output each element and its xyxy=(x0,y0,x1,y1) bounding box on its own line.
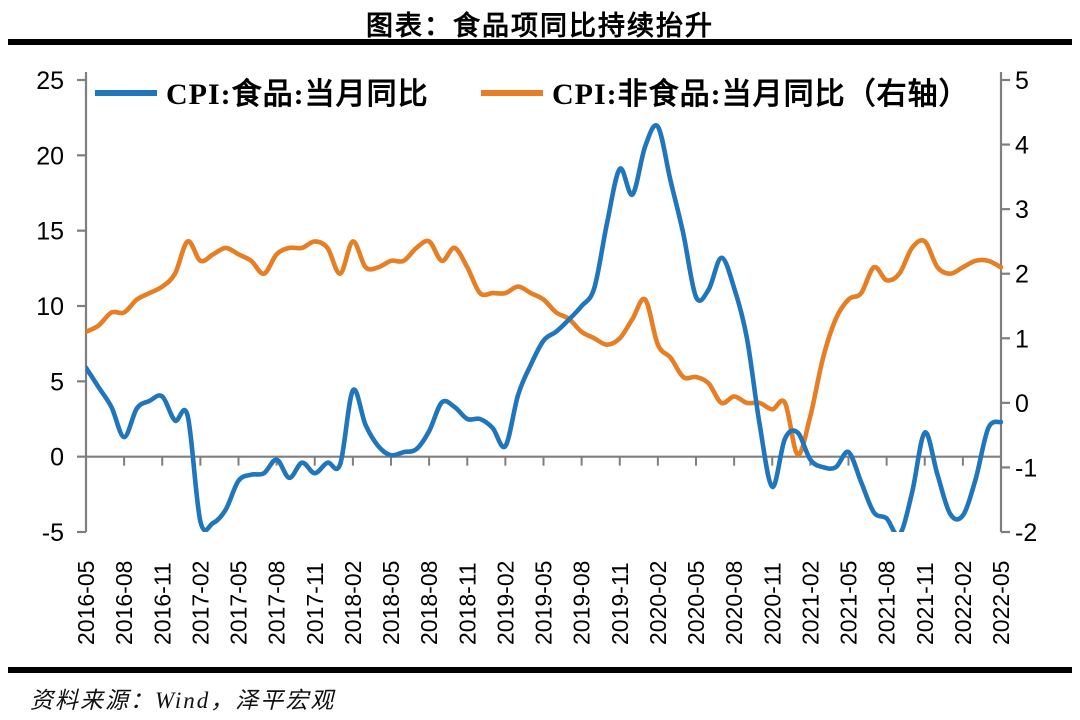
x-axis-tick-label: 2018-05 xyxy=(378,561,404,645)
series-line-cpi-nonfood xyxy=(86,238,1003,457)
x-axis-tick-label: 2019-02 xyxy=(492,561,518,645)
x-axis-tick-label: 2021-08 xyxy=(874,561,900,645)
x-axis-tick-label: 2016-08 xyxy=(111,561,137,645)
x-axis-tick-label: 2020-05 xyxy=(683,561,709,645)
chart-legend: CPI:食品:当月同比 CPI:非食品:当月同比（右轴） xyxy=(95,77,970,111)
x-axis-tick-label: 2021-05 xyxy=(836,561,862,645)
y-axis-left-tick-label: -5 xyxy=(42,519,64,547)
y-axis-right-tick-label: -2 xyxy=(1015,519,1037,547)
x-axis-tick-label: 2018-02 xyxy=(340,561,366,645)
x-axis-tick-label: 2017-02 xyxy=(187,561,213,645)
y-axis-left-tick-label: 25 xyxy=(36,67,64,95)
y-axis-right-tick-label: 1 xyxy=(1015,325,1029,353)
y-axis-right-tick-label: 3 xyxy=(1015,196,1029,224)
y-axis-left-tick-label: 0 xyxy=(50,444,64,472)
x-axis-tick-label: 2017-08 xyxy=(264,561,290,645)
x-axis-tick-label: 2019-11 xyxy=(607,562,633,645)
y-axis-left-tick-label: 20 xyxy=(36,142,64,170)
x-axis-tick-label: 2021-11 xyxy=(912,562,938,645)
y-axis-right-tick-label: -1 xyxy=(1015,454,1037,482)
x-axis-tick-label: 2019-05 xyxy=(531,561,557,645)
y-axis-right-tick-label: 0 xyxy=(1015,390,1029,418)
x-axis-tick-label: 2017-11 xyxy=(302,562,328,645)
x-axis-tick-label: 2016-05 xyxy=(73,561,99,645)
y-axis-right-tick-label: 4 xyxy=(1015,132,1029,160)
x-axis-tick-label: 2016-11 xyxy=(149,562,175,645)
y-axis-left-tick-label: 10 xyxy=(36,293,64,321)
top-divider-rule xyxy=(8,39,1072,45)
bottom-divider-rule xyxy=(8,667,1072,673)
x-axis-tick-label: 2020-08 xyxy=(721,561,747,645)
y-axis-left-tick-label: 5 xyxy=(50,368,64,396)
y-axis-left-tick-label: 15 xyxy=(36,218,64,246)
y-axis-right-tick-label: 5 xyxy=(1015,67,1029,95)
x-axis-tick-label: 2020-02 xyxy=(645,561,671,645)
x-axis-tick-label: 2022-05 xyxy=(988,561,1014,645)
x-axis-tick-label: 2017-05 xyxy=(226,561,252,645)
source-note: 资料来源：Wind，泽平宏观 xyxy=(30,688,336,713)
x-axis-tick-label: 2018-11 xyxy=(454,562,480,645)
series-line-cpi-food xyxy=(86,123,1003,532)
x-axis-tick-label: 2018-08 xyxy=(416,561,442,645)
legend-label-nonfood: CPI:非食品:当月同比（右轴） xyxy=(552,77,970,111)
series-layer xyxy=(86,123,1003,532)
x-axis-tick-label: 2022-02 xyxy=(950,561,976,645)
chart-title: 图表：食品项同比持续抬升 xyxy=(366,11,714,41)
x-axis-tick-label: 2020-11 xyxy=(759,562,785,645)
legend-label-food: CPI:食品:当月同比 xyxy=(166,77,429,111)
x-axis-tick-label: 2019-08 xyxy=(569,561,595,645)
x-axis-tick-label: 2021-02 xyxy=(797,561,823,645)
y-axis-right-tick-label: 2 xyxy=(1015,261,1029,289)
